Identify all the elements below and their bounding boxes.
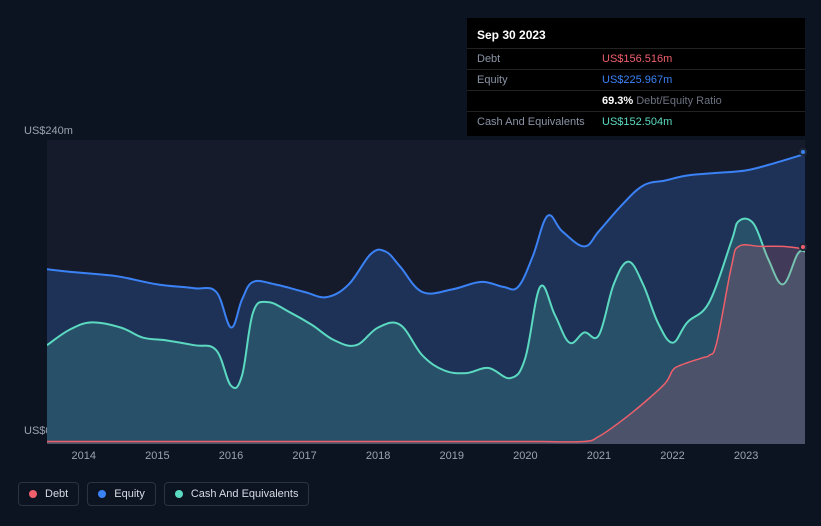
tooltip-ratio: 69.3%Debt/Equity Ratio — [602, 95, 722, 107]
x-tick-label: 2021 — [587, 450, 611, 462]
debt-hover-marker — [799, 243, 807, 251]
tooltip-label: Equity — [477, 74, 602, 86]
tooltip-label: Cash And Equivalents — [477, 116, 602, 128]
tooltip-value: US$152.504m — [602, 116, 672, 128]
tooltip-date: Sep 30 2023 — [467, 22, 805, 48]
x-tick-label: 2022 — [660, 450, 684, 462]
legend: Debt Equity Cash And Equivalents — [18, 482, 309, 506]
legend-item-cash[interactable]: Cash And Equivalents — [164, 482, 310, 506]
tooltip-value: US$225.967m — [602, 74, 672, 86]
chart-container: Sep 30 2023 Debt US$156.516m Equity US$2… — [0, 0, 821, 526]
tooltip-row-ratio: 69.3%Debt/Equity Ratio — [467, 90, 805, 111]
x-tick-label: 2018 — [366, 450, 390, 462]
x-tick-label: 2019 — [440, 450, 464, 462]
legend-item-equity[interactable]: Equity — [87, 482, 156, 506]
x-tick-label: 2020 — [513, 450, 537, 462]
x-tick-label: 2023 — [734, 450, 758, 462]
x-tick-label: 2015 — [145, 450, 169, 462]
legend-label: Cash And Equivalents — [191, 488, 299, 500]
y-axis-top-label: US$240m — [24, 125, 73, 137]
tooltip-row-equity: Equity US$225.967m — [467, 69, 805, 90]
tooltip-label: Debt — [477, 53, 602, 65]
x-tick-label: 2014 — [72, 450, 96, 462]
x-tick-label: 2016 — [219, 450, 243, 462]
x-axis: 2014 2015 2016 2017 2018 2019 2020 2021 2022 2023 — [47, 450, 805, 468]
tooltip-row-cash: Cash And Equivalents US$152.504m — [467, 111, 805, 132]
chart-plot-area[interactable] — [47, 140, 805, 444]
ratio-label: Debt/Equity Ratio — [636, 95, 722, 107]
legend-item-debt[interactable]: Debt — [18, 482, 79, 506]
tooltip-label — [477, 95, 602, 107]
legend-label: Equity — [114, 488, 145, 500]
tooltip-row-debt: Debt US$156.516m — [467, 48, 805, 69]
tooltip-value: US$156.516m — [602, 53, 672, 65]
ratio-pct: 69.3% — [602, 95, 633, 107]
equity-hover-marker — [799, 148, 807, 156]
legend-dot-icon — [175, 490, 183, 498]
x-tick-label: 2017 — [292, 450, 316, 462]
legend-dot-icon — [98, 490, 106, 498]
legend-label: Debt — [45, 488, 68, 500]
legend-dot-icon — [29, 490, 37, 498]
chart-svg — [47, 140, 805, 444]
hover-tooltip: Sep 30 2023 Debt US$156.516m Equity US$2… — [467, 18, 805, 136]
